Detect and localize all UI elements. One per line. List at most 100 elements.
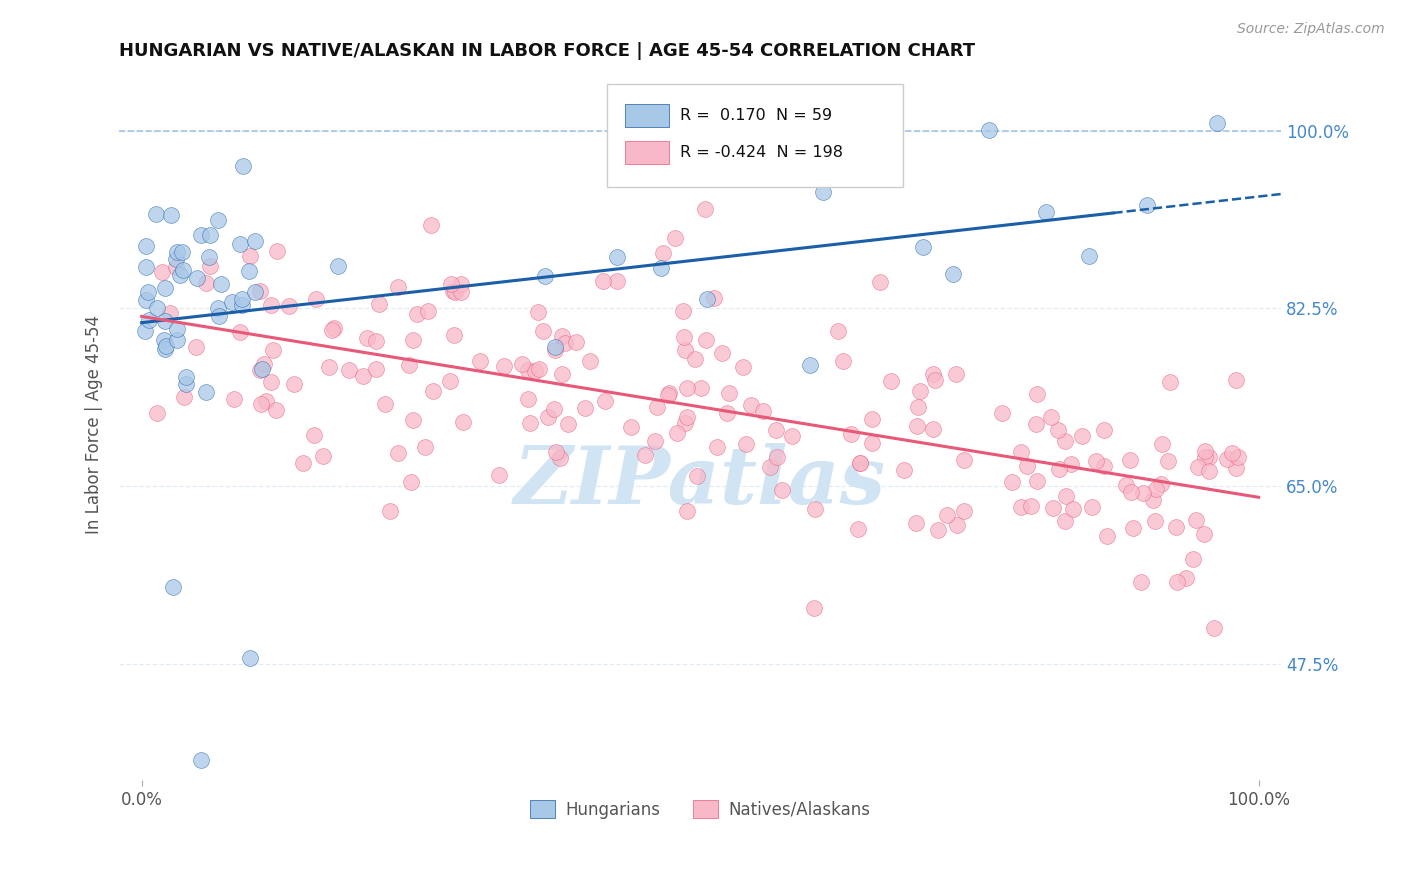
FancyBboxPatch shape — [607, 84, 904, 187]
Point — [695, 333, 717, 347]
Legend: Hungarians, Natives/Alaskans: Hungarians, Natives/Alaskans — [523, 794, 877, 825]
Point — [259, 298, 281, 312]
Point — [645, 400, 668, 414]
Point — [676, 410, 699, 425]
Point — [1198, 450, 1220, 464]
Point — [1097, 529, 1119, 543]
Point — [846, 521, 869, 535]
Point — [536, 410, 558, 425]
Point — [1225, 373, 1247, 387]
Point — [262, 343, 284, 357]
Point — [1198, 464, 1220, 478]
Point — [1216, 451, 1239, 466]
Point — [239, 651, 262, 665]
Point — [135, 239, 157, 253]
Point — [352, 368, 374, 383]
Point — [366, 334, 388, 348]
Point — [551, 368, 574, 382]
Point — [1194, 444, 1216, 458]
Point — [693, 202, 716, 216]
Point — [378, 504, 401, 518]
Point — [664, 231, 686, 245]
Point — [606, 274, 628, 288]
Point — [229, 236, 252, 251]
Point — [1047, 462, 1070, 476]
Point — [574, 401, 596, 415]
Point — [337, 363, 360, 377]
Point — [243, 285, 266, 299]
Point — [160, 208, 183, 222]
Point — [468, 353, 491, 368]
Point — [222, 392, 245, 407]
Point — [166, 322, 188, 336]
Point — [368, 297, 391, 311]
Point — [492, 359, 515, 373]
Point — [1225, 461, 1247, 475]
Point — [765, 450, 787, 464]
Point — [450, 277, 472, 292]
Point — [706, 441, 728, 455]
Point — [683, 352, 706, 367]
FancyBboxPatch shape — [624, 142, 669, 164]
Point — [686, 469, 709, 483]
Point — [1070, 429, 1092, 443]
Point — [1115, 478, 1137, 492]
Point — [945, 367, 967, 381]
Point — [1060, 457, 1083, 471]
Point — [159, 306, 181, 320]
Point — [146, 406, 169, 420]
Point — [673, 343, 696, 357]
Point — [1092, 423, 1115, 437]
Point — [811, 186, 834, 200]
Point — [419, 218, 441, 232]
Point — [398, 358, 420, 372]
Point — [208, 309, 231, 323]
Point — [422, 384, 444, 399]
Point — [1142, 493, 1164, 508]
Point — [1184, 513, 1206, 527]
Point — [198, 260, 221, 274]
Text: R = -0.424  N = 198: R = -0.424 N = 198 — [681, 145, 844, 161]
Point — [849, 456, 872, 470]
Point — [1182, 552, 1205, 566]
Point — [831, 354, 853, 368]
Point — [166, 245, 188, 260]
Point — [451, 415, 474, 429]
Point — [260, 376, 283, 390]
Point — [592, 274, 614, 288]
Point — [672, 304, 695, 318]
Point — [374, 397, 396, 411]
Point — [207, 301, 229, 315]
Point — [1054, 489, 1077, 503]
Point — [252, 357, 274, 371]
Point — [804, 502, 827, 516]
Point — [209, 277, 232, 291]
Point — [312, 449, 335, 463]
Point — [905, 516, 928, 530]
Point — [579, 353, 602, 368]
Point — [620, 420, 643, 434]
Point — [138, 313, 160, 327]
Point — [1042, 500, 1064, 515]
Point — [880, 374, 903, 388]
Point — [921, 367, 943, 381]
Point — [1159, 375, 1181, 389]
Point — [839, 427, 862, 442]
Point — [740, 399, 762, 413]
Point — [145, 207, 167, 221]
Point — [827, 325, 849, 339]
Point — [1166, 520, 1188, 534]
Point — [439, 374, 461, 388]
Point — [387, 446, 409, 460]
Point — [544, 343, 567, 357]
Point — [146, 301, 169, 316]
Point — [524, 364, 547, 378]
Point — [849, 456, 872, 470]
Point — [862, 436, 884, 450]
Point — [153, 333, 176, 347]
Point — [1121, 485, 1143, 500]
Point — [153, 314, 176, 328]
Point — [770, 483, 793, 497]
Point — [527, 362, 550, 376]
Point — [716, 406, 738, 420]
